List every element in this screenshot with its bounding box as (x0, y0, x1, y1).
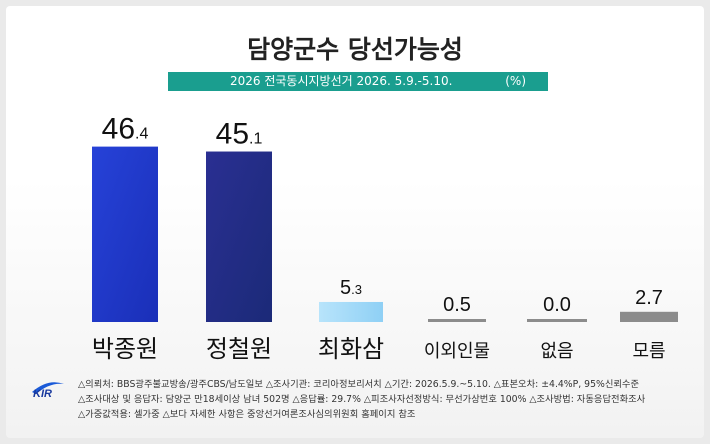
value-label-1: 46.4 (102, 113, 149, 146)
value-label-3: 5.3 (340, 277, 362, 299)
bar-2 (206, 151, 272, 322)
unit-label: (%) (505, 74, 526, 88)
bar-4 (428, 319, 486, 322)
value-label-4: 0.5 (443, 294, 471, 316)
bar-1 (92, 146, 158, 322)
footnote-line-1: △의뢰처: BBS광주불교방송/광주CBS/남도일보 △조사기관: 코리아정보리… (78, 379, 640, 390)
category-label-6: 모름 (632, 341, 665, 362)
subtitle-bar: 2026 전국동시지방선거 2026. 5.9.-5.10. (%) (168, 72, 548, 91)
subtitle-text: 2026 전국동시지방선거 2026. 5.9.-5.10. (230, 74, 453, 88)
category-label-2: 정철원 (206, 335, 272, 363)
category-label-4: 이외인물 (424, 341, 490, 362)
kir-logo: KIR (32, 382, 64, 400)
bar-3 (319, 301, 383, 322)
bar-5 (527, 319, 587, 322)
footnote-line-3: △가중값적용: 셀가중 △보다 자세한 사항은 중앙선거여론조사심의위원회 홈페… (78, 409, 416, 420)
svg-text:KIR: KIR (33, 388, 52, 400)
chart-title: 담양군수 당선가능성 (247, 35, 463, 64)
value-label-2: 45.1 (216, 118, 263, 151)
footnote-line-2: △조사대상 및 응답자: 담양군 만18세이상 남녀 502명 △응답률: 29… (78, 394, 646, 405)
category-label-1: 박종원 (92, 335, 158, 363)
category-label-5: 없음 (540, 341, 573, 362)
category-label-3: 최화삼 (318, 335, 384, 363)
value-label-5: 0.0 (543, 294, 571, 316)
value-label-6: 2.7 (635, 287, 663, 309)
bar-6 (620, 311, 678, 322)
